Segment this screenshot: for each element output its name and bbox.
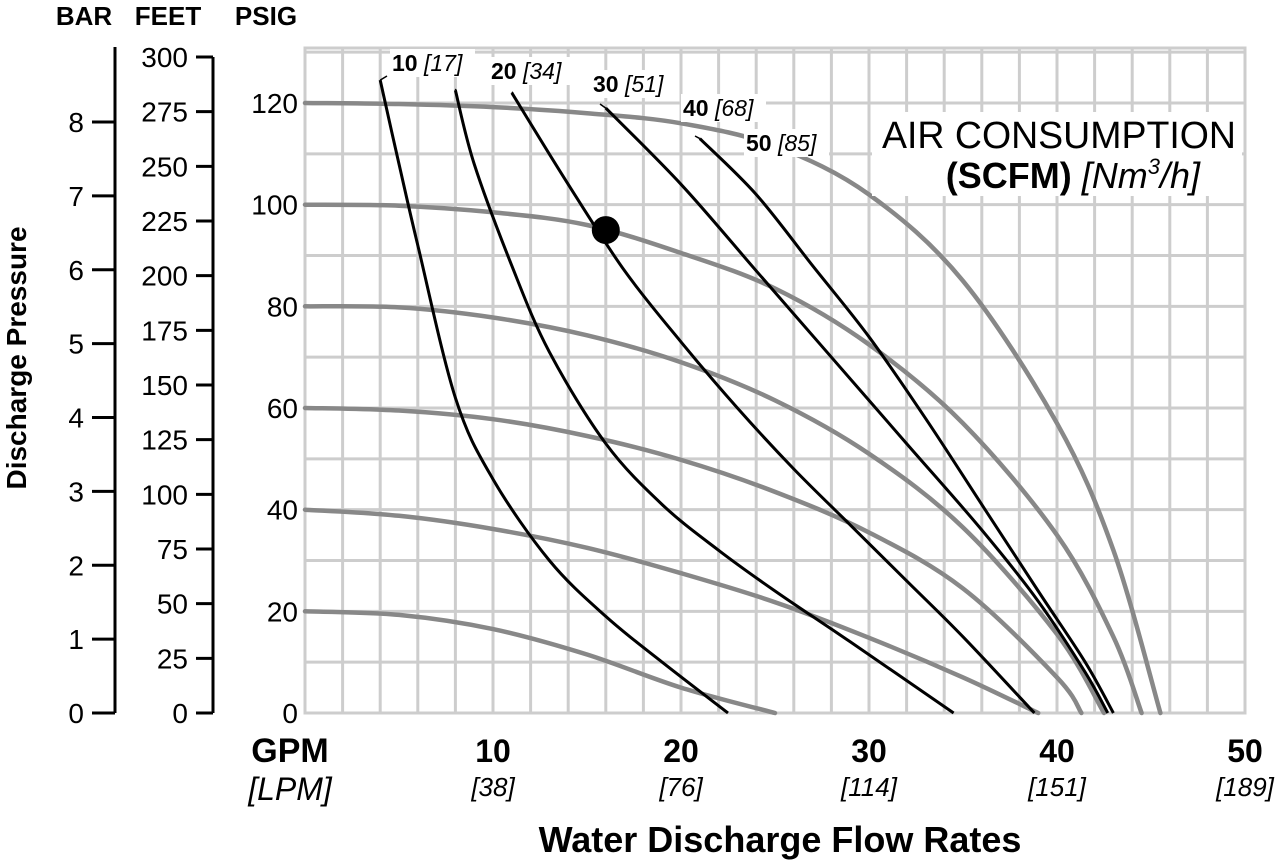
pressure-curve	[302, 202, 1144, 716]
title-sup: 3	[1148, 154, 1161, 179]
air-curve-10	[378, 79, 729, 715]
bar-tick-label: 1	[68, 624, 84, 655]
gpm-tick-label: 40	[1039, 733, 1075, 769]
pressure-curve	[302, 405, 1084, 716]
bar-tick-label: 5	[68, 329, 84, 360]
feet-tick-label: 150	[141, 370, 188, 401]
feet-tick-label: 300	[141, 42, 188, 73]
psig-tick-label: 20	[267, 596, 298, 627]
chart-title: AIR CONSUMPTION (SCFM) [Nm3/h]	[872, 112, 1242, 196]
air-curve-label-scfm: 40	[683, 95, 715, 121]
feet-tick-label: 275	[141, 97, 188, 128]
psig-tick-label: 120	[251, 88, 298, 119]
air-curve-label: 20 [34]	[491, 58, 562, 84]
air-curve-30	[510, 92, 1036, 715]
psig-tick-label: 40	[267, 495, 298, 526]
gpm-tick-label: 20	[663, 733, 699, 769]
feet-tick-label: 250	[141, 151, 188, 182]
lpm-tick-label: [38]	[470, 772, 515, 802]
air-curve-leader	[511, 91, 514, 94]
air-consumption-curves	[378, 79, 1115, 715]
air-curve-leader	[599, 103, 607, 109]
feet-tick-label: 75	[157, 534, 188, 565]
air-curve-label-nm: [17]	[423, 50, 463, 76]
air-curve-label-bg	[390, 49, 475, 77]
feet-tick-label: 200	[141, 261, 188, 292]
air-curve-leader	[454, 88, 457, 91]
bar-tick-label: 3	[68, 476, 84, 507]
x-unit-label: GPM	[251, 732, 328, 770]
air-curve-label-scfm: 50	[746, 130, 778, 156]
title-scfm: (SCFM)	[946, 155, 1072, 196]
air-curve-label-nm: [68]	[714, 95, 754, 121]
title-nm: [Nm	[1081, 155, 1148, 196]
feet-tick-label: 100	[141, 479, 188, 510]
title-end: /h]	[1157, 155, 1201, 196]
air-curve-label-scfm: 10	[392, 50, 424, 76]
feet-tick-label: 50	[157, 589, 188, 620]
air-curve-label-nm: [51]	[624, 71, 664, 97]
lpm-tick-label: [114]	[840, 772, 898, 802]
header-psig: PSIG	[235, 1, 297, 31]
air-curve-label: 30 [51]	[593, 71, 664, 97]
air-curve-label: 10 [17]	[392, 50, 463, 76]
title-space	[1072, 155, 1082, 196]
psig-tick-label: 60	[267, 393, 298, 424]
pressure-curve	[302, 609, 778, 716]
air-curve-label-bg	[591, 70, 676, 98]
gpm-tick-label: 10	[475, 733, 511, 769]
air-curve-label-scfm: 30	[593, 71, 625, 97]
header-feet: FEET	[135, 1, 202, 31]
lpm-tick-label: [76]	[658, 772, 703, 802]
air-curve-leader	[379, 75, 388, 81]
psig-tick-label: 80	[267, 291, 298, 322]
gpm-tick-label: 30	[851, 733, 887, 769]
bar-tick-label: 8	[68, 107, 84, 138]
pressure-curves	[302, 100, 1163, 716]
bar-tick-label: 7	[68, 181, 84, 212]
title-line2: (SCFM) [Nm3/h]	[946, 154, 1201, 196]
air-curve-label-bg	[489, 57, 574, 85]
air-curve-label-bg	[681, 94, 766, 122]
bar-tick-label: 0	[68, 698, 84, 729]
air-curve-40	[604, 107, 1110, 714]
header-bar: BAR	[56, 1, 113, 31]
bar-tick-label: 4	[68, 403, 84, 434]
title-line1: AIR CONSUMPTION	[882, 115, 1236, 157]
lpm-tick-label: [151]	[1027, 772, 1087, 802]
x-unit-sublabel: [LPM]	[247, 771, 333, 807]
psig-tick-label: 0	[282, 698, 298, 729]
air-curve-label: 50 [85]	[746, 130, 817, 156]
axes: 0255075100125150175200225250275300012345…	[68, 42, 1274, 802]
pressure-curve	[302, 303, 1107, 716]
bar-tick-label: 6	[68, 255, 84, 286]
psig-tick-label: 100	[251, 190, 298, 221]
air-curve-20	[453, 89, 955, 715]
lpm-tick-label: [189]	[1215, 772, 1275, 802]
air-curve-label-nm: [85]	[777, 130, 817, 156]
feet-tick-label: 25	[157, 643, 188, 674]
operating-point-marker	[591, 216, 620, 245]
air-curve-50	[698, 137, 1115, 714]
gpm-tick-label: 50	[1227, 733, 1263, 769]
feet-tick-label: 225	[141, 206, 188, 237]
x-axis-label: Water Discharge Flow Rates	[539, 819, 1022, 860]
labels: 10 [17] 20 [34] 30 [51] 40 [68] 50 [85]	[379, 49, 829, 245]
pressure-curve	[302, 100, 1163, 716]
air-curve-label-bg	[744, 129, 829, 157]
bar-tick-label: 2	[68, 550, 84, 581]
air-curve-label-nm: [34]	[522, 58, 562, 84]
air-curve-label-scfm: 20	[491, 58, 523, 84]
air-curve-label: 40 [68]	[683, 95, 754, 121]
feet-tick-label: 175	[141, 315, 188, 346]
y-axis-label: Discharge Pressure	[1, 226, 32, 489]
air-curve-leader	[694, 135, 701, 140]
feet-tick-label: 0	[172, 698, 188, 729]
pressure-curve	[302, 507, 1041, 716]
feet-tick-label: 125	[141, 425, 188, 456]
title-background	[872, 112, 1242, 196]
